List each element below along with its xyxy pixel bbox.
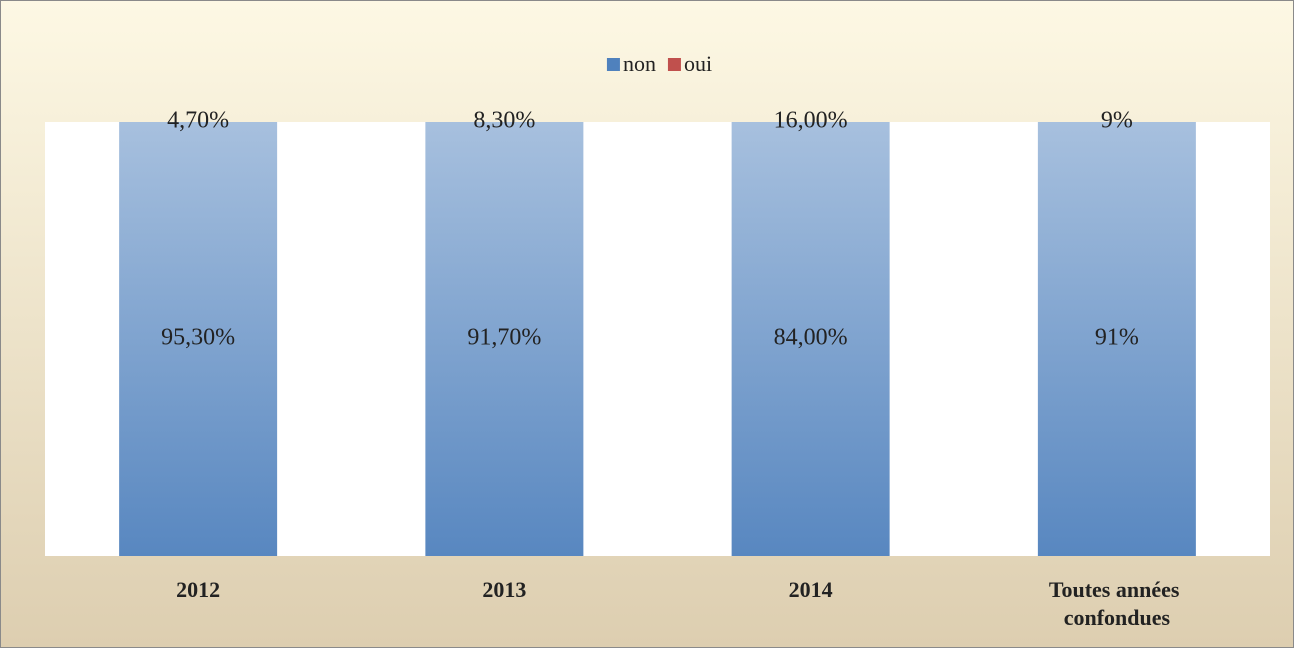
data-label: 91% bbox=[1095, 325, 1139, 351]
bar-segment bbox=[1037, 122, 1196, 556]
x-tick-label: 2014 bbox=[789, 577, 833, 602]
data-label: 16,00% bbox=[774, 108, 848, 134]
x-tick-label: Toutes années confondues bbox=[1049, 577, 1185, 630]
legend-label: oui bbox=[684, 51, 712, 76]
bar-segment bbox=[731, 122, 890, 556]
legend-swatch bbox=[667, 58, 681, 71]
data-label: 91,70% bbox=[467, 325, 541, 351]
bar-segment bbox=[425, 122, 584, 556]
x-tick-label: 2012 bbox=[176, 577, 220, 602]
data-label: 9% bbox=[1101, 108, 1133, 134]
legend-swatch bbox=[606, 58, 620, 71]
bar-segment bbox=[119, 122, 278, 556]
data-label: 4,70% bbox=[167, 108, 229, 134]
legend-label: non bbox=[623, 51, 656, 76]
data-label: 95,30% bbox=[161, 325, 235, 351]
legend: non oui bbox=[606, 51, 712, 76]
data-label: 8,30% bbox=[473, 108, 535, 134]
data-label: 84,00% bbox=[774, 325, 848, 351]
x-tick-label: 2013 bbox=[482, 577, 526, 602]
